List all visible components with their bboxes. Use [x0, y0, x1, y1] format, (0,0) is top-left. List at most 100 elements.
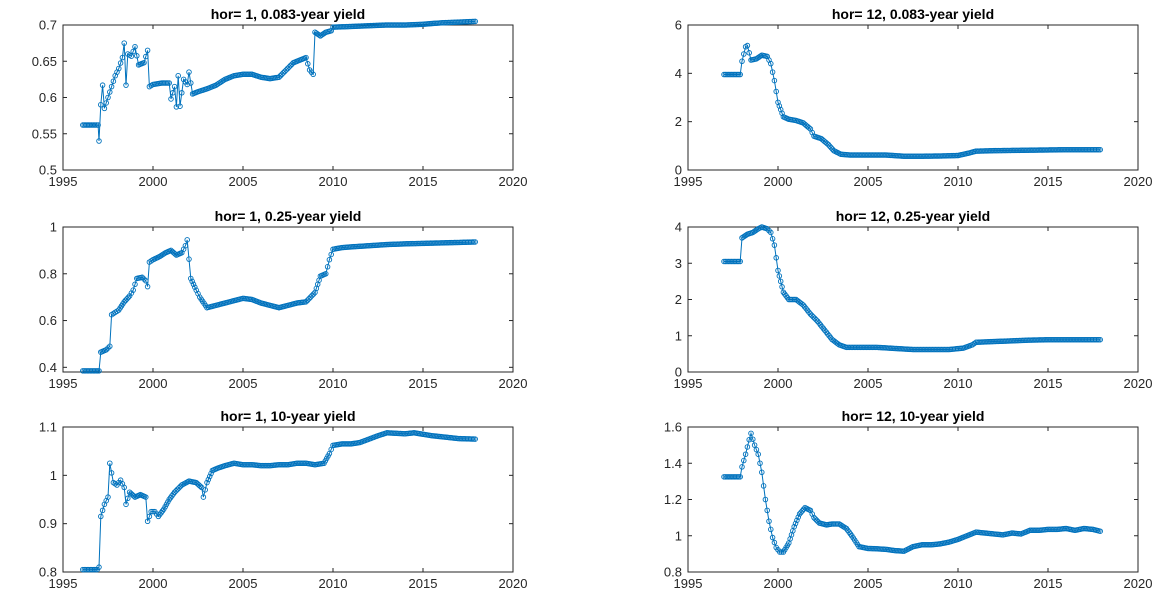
- data-point: [166, 80, 172, 86]
- data-point: [809, 312, 815, 319]
- data-point: [108, 83, 115, 90]
- data-point: [96, 368, 102, 374]
- data-point: [141, 276, 147, 282]
- data-point: [768, 229, 774, 236]
- data-point: [144, 47, 151, 54]
- data-point: [283, 67, 289, 73]
- data-point: [128, 53, 135, 59]
- data-point: [751, 442, 758, 448]
- data-point: [768, 60, 774, 67]
- data-point: [144, 283, 151, 290]
- data-point: [132, 281, 138, 288]
- y-tick-label: 0: [675, 163, 682, 178]
- data-point: [762, 496, 769, 503]
- x-tick-label: 2020: [1124, 174, 1153, 189]
- y-tick-label: 6: [675, 18, 682, 33]
- data-point: [148, 508, 154, 515]
- x-tick-label: 1995: [674, 576, 703, 591]
- data-point: [811, 315, 818, 322]
- data-point: [103, 347, 109, 353]
- y-tick-label: 1.6: [664, 420, 682, 435]
- y-tick-label: 0: [675, 365, 682, 380]
- data-point: [306, 295, 312, 302]
- y-tick-label: 0.65: [32, 54, 57, 69]
- data-point: [284, 65, 291, 72]
- x-tick-label: 2000: [139, 376, 168, 391]
- y-tick-label: 2: [675, 114, 682, 129]
- data-point: [472, 239, 478, 245]
- chart-panel-hor12-0083-year: hor= 12, 0.083-year yield 1995 2000 2005 201…: [674, 6, 1153, 189]
- data-point: [766, 227, 772, 234]
- chart-title: hor= 12, 0.083-year yield: [832, 6, 994, 22]
- data-point: [108, 470, 115, 476]
- x-tick-label: 2005: [229, 576, 258, 591]
- x-tick-label: 2020: [1124, 576, 1153, 591]
- data-point: [175, 72, 181, 79]
- series-markers: [721, 42, 1103, 159]
- data-point: [139, 274, 145, 281]
- data-point: [276, 74, 282, 80]
- data-point: [206, 473, 213, 480]
- data-point: [305, 61, 311, 67]
- x-tick-label: 2020: [499, 376, 528, 391]
- data-point: [121, 484, 127, 491]
- data-point: [794, 517, 800, 524]
- chart-panel-hor12-10-year: hor= 12, 10-year yield 1995 2000 2005 2010 20…: [664, 408, 1153, 591]
- y-tick-label: 0.4: [39, 360, 57, 375]
- x-tick-label: 2015: [409, 576, 438, 591]
- x-tick-label: 2015: [1034, 174, 1063, 189]
- data-point: [182, 242, 189, 249]
- data-point: [105, 94, 111, 101]
- chart-title: hor= 12, 0.25-year yield: [836, 208, 990, 224]
- data-point: [799, 301, 805, 307]
- data-point: [777, 278, 784, 285]
- x-tick-label: 2005: [854, 376, 883, 391]
- series-line: [724, 431, 1101, 553]
- y-tick-label: 2: [675, 292, 682, 307]
- data-point: [744, 42, 751, 49]
- data-point: [176, 485, 182, 491]
- data-point: [769, 236, 776, 242]
- data-point: [158, 252, 165, 259]
- data-point: [170, 90, 176, 96]
- series-markers: [80, 18, 478, 144]
- data-point: [105, 345, 111, 351]
- data-point: [200, 494, 207, 500]
- x-tick-label: 2005: [854, 576, 883, 591]
- data-point: [750, 436, 756, 442]
- data-point: [143, 53, 149, 60]
- data-point: [188, 275, 194, 282]
- data-point: [280, 70, 287, 76]
- data-point: [773, 88, 779, 95]
- data-point: [1097, 146, 1103, 153]
- data-point: [835, 340, 841, 347]
- x-tick-label: 2020: [1124, 376, 1153, 391]
- data-point: [324, 264, 331, 270]
- x-tick-label: 2010: [319, 376, 348, 391]
- data-point: [204, 479, 210, 486]
- series-line: [82, 432, 476, 571]
- data-point: [122, 297, 129, 304]
- x-tick-label: 2010: [319, 576, 348, 591]
- data-point: [116, 65, 122, 72]
- data-point: [208, 470, 214, 477]
- x-tick-label: 1995: [49, 576, 78, 591]
- data-point: [286, 64, 292, 70]
- data-point: [779, 284, 785, 290]
- data-point: [123, 82, 129, 88]
- data-point: [813, 317, 819, 323]
- data-point: [807, 311, 814, 317]
- data-point: [143, 278, 149, 284]
- data-point: [791, 523, 797, 530]
- data-point: [755, 451, 761, 457]
- y-tick-label: 0.8: [39, 565, 57, 580]
- x-tick-label: 2000: [764, 174, 793, 189]
- y-tick-label: 0.6: [39, 90, 57, 105]
- data-point: [309, 292, 315, 299]
- data-point: [99, 507, 106, 514]
- data-point: [737, 474, 743, 480]
- data-point: [282, 68, 288, 75]
- x-tick-label: 2010: [944, 376, 973, 391]
- data-point: [307, 294, 314, 300]
- chart-title: hor= 12, 10-year yield: [842, 408, 985, 424]
